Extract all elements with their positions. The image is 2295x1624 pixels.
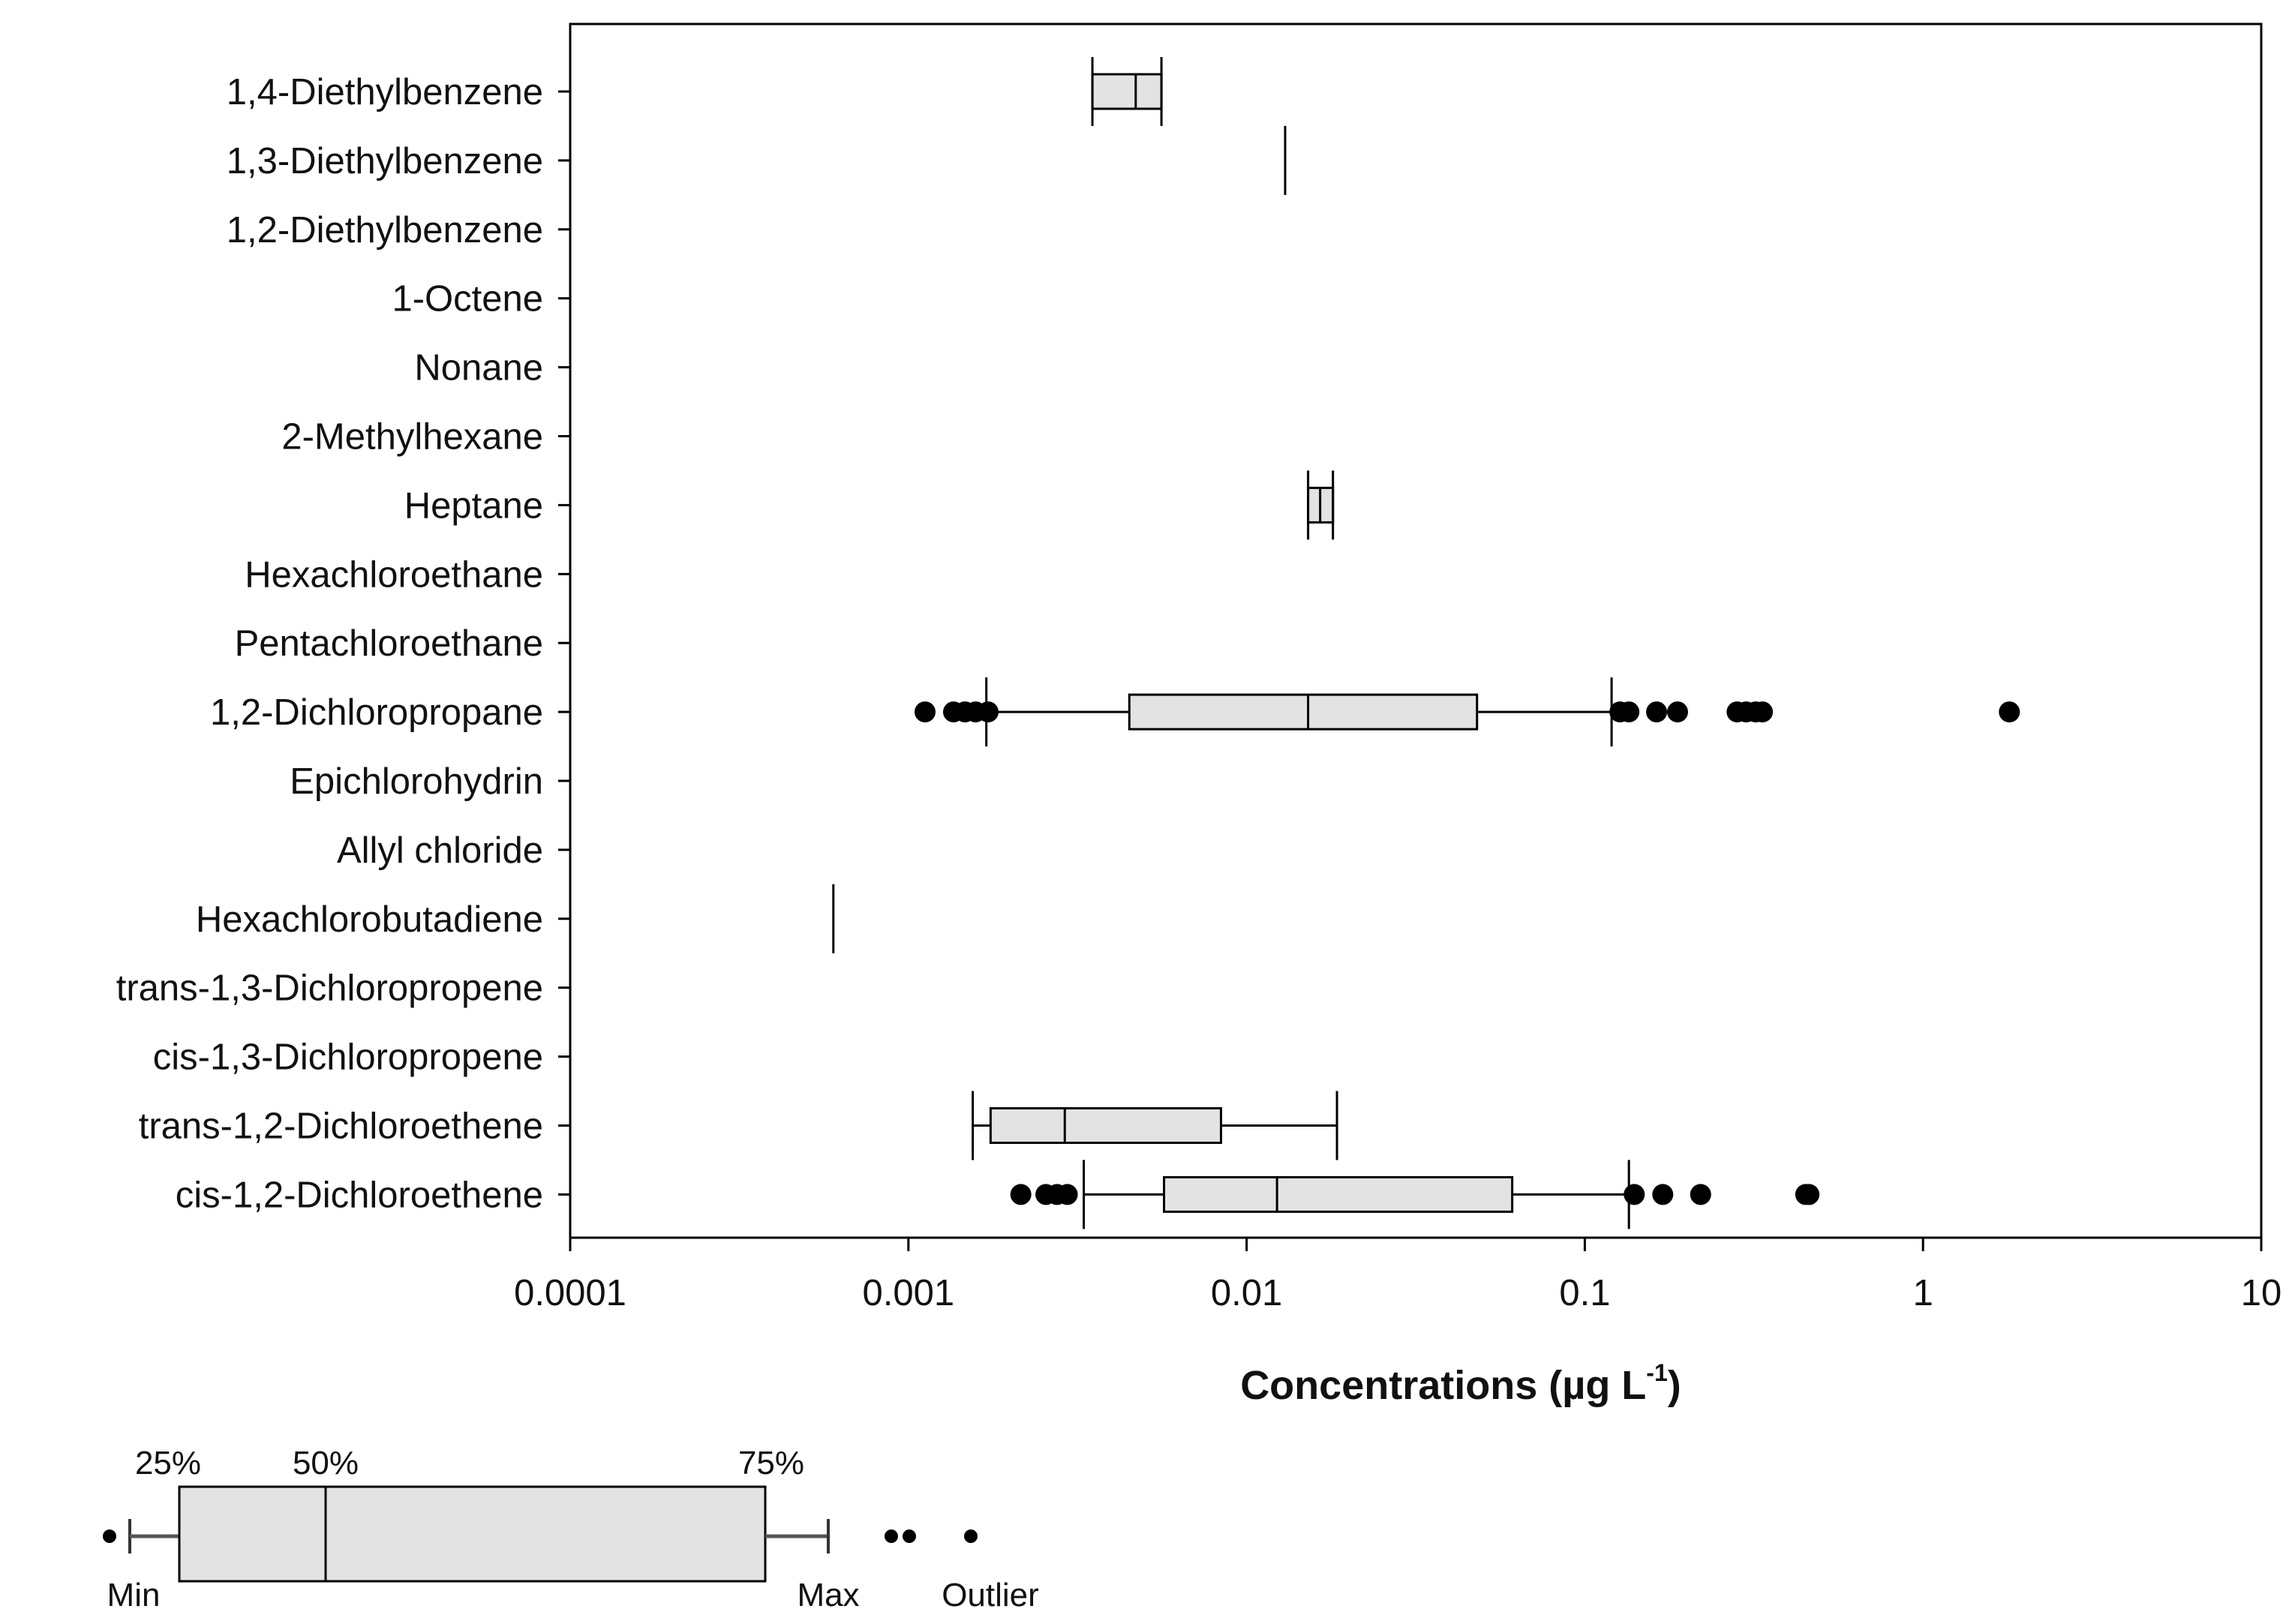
x-axis: 0.0001 0.001 0.01 0.1 1 10	[514, 1238, 2281, 1313]
x-tick-label: 10	[2241, 1273, 2282, 1313]
legend-box	[178, 1485, 767, 1583]
x-tick-label: 0.01	[1211, 1273, 1282, 1313]
plot-area	[569, 23, 2263, 1239]
y-tick-label: 1,2-Diethylbenzene	[227, 210, 543, 251]
x-tick-label: 0.1	[1559, 1273, 1610, 1313]
legend-min-outlier-dot	[103, 1529, 116, 1543]
y-tick-label: 1-Octene	[392, 279, 543, 320]
box-series	[832, 57, 2020, 1229]
box-group	[972, 1091, 1338, 1160]
iqr-box	[989, 1107, 1222, 1144]
outlier-point	[1618, 701, 1640, 723]
y-tick-label: 1,3-Diethylbenzene	[227, 141, 543, 182]
y-tick-label: 1,4-Diethylbenzene	[227, 72, 543, 113]
legend-outlier-dot	[964, 1529, 978, 1543]
x-axis-title-superscript: -1	[1646, 1359, 1667, 1386]
outlier-point	[1624, 1184, 1645, 1205]
legend: 25% 50% 75% Min Max Outlier	[103, 1445, 1039, 1613]
legend-label-q1: 25%	[135, 1445, 201, 1481]
outlier-point	[977, 701, 999, 723]
outlier-point	[1999, 701, 2020, 723]
y-tick-label: trans-1,2-Dichloroethene	[139, 1106, 543, 1147]
outlier-point	[914, 701, 936, 723]
y-tick-label: cis-1,3-Dichloropropene	[153, 1037, 543, 1078]
y-tick-label: Epichlorohydrin	[290, 761, 543, 802]
y-tick-label: 2-Methylhexane	[281, 417, 543, 458]
y-tick-label: Hexachloroethane	[245, 554, 543, 595]
outlier-point	[1646, 701, 1668, 723]
outlier-point	[1010, 1184, 1032, 1205]
box-group	[1010, 1160, 1820, 1229]
legend-label-q3: 75%	[738, 1445, 804, 1481]
legend-outlier-dot	[885, 1529, 898, 1543]
box-group	[1091, 57, 1163, 126]
outlier-point	[1056, 1184, 1078, 1205]
y-tick-label: Allyl chloride	[337, 830, 543, 871]
x-axis-title-main: Concentrations (µg L	[1240, 1363, 1646, 1408]
y-tick-label: trans-1,3-Dichloropropene	[116, 968, 543, 1009]
x-axis-title-suffix: )	[1668, 1363, 1681, 1408]
outlier-point	[1666, 701, 1688, 723]
legend-label-outlier: Outlier	[942, 1577, 1039, 1613]
x-tick-label: 0.001	[862, 1273, 954, 1313]
y-tick-label: Pentachloroethane	[235, 623, 543, 664]
plot-frame	[569, 23, 2263, 1239]
legend-label-min: Min	[107, 1577, 161, 1613]
y-tick-label: Nonane	[414, 348, 543, 389]
y-tick-label: Heptane	[404, 485, 543, 526]
legend-label-median: 50%	[293, 1445, 359, 1481]
x-axis-title: Concentrations (µg L-1)	[1240, 1359, 1681, 1408]
y-tick-label: Hexachlorobutadiene	[196, 899, 543, 940]
iqr-box	[1091, 73, 1163, 110]
outlier-point	[1652, 1184, 1674, 1205]
outlier-point	[1798, 1184, 1820, 1205]
box-group	[914, 677, 2020, 747]
y-tick-label: 1,2-Dichloropropane	[210, 692, 543, 733]
outlier-point	[1690, 1184, 1711, 1205]
legend-label-max: Max	[797, 1577, 859, 1613]
y-axis: 1,4-Diethylbenzene 1,3-Diethylbenzene 1,2-…	[116, 72, 570, 1215]
y-tick-label: cis-1,2-Dichloroethene	[176, 1175, 543, 1215]
iqr-box	[1163, 1175, 1514, 1213]
outlier-point	[1752, 701, 1774, 723]
box-group	[1307, 470, 1335, 540]
legend-outlier-dot	[903, 1529, 916, 1543]
x-tick-label: 0.0001	[514, 1273, 626, 1313]
x-tick-label: 1	[1913, 1273, 1933, 1313]
iqr-box	[1128, 693, 1479, 731]
